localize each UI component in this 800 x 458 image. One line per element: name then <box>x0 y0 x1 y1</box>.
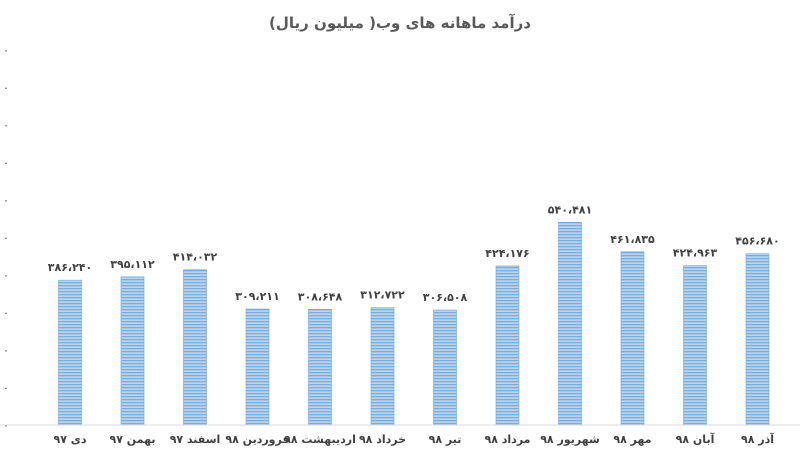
data-label: ۴۶۱،۸۳۵ <box>610 233 655 246</box>
x-tick-label: آبان ۹۸ <box>676 432 715 446</box>
bar <box>495 265 520 426</box>
x-tick-label: فروردین ۹۸ <box>225 433 289 446</box>
chart-title: درآمد ماهانه های وب( میلیون ریال) <box>269 14 531 32</box>
bar <box>245 308 270 426</box>
data-label: ۳۱۲،۷۲۲ <box>360 289 405 302</box>
x-tick-label: دی ۹۷ <box>54 433 87 446</box>
x-tick-label: مرداد ۹۸ <box>485 433 531 446</box>
data-label: ۵۴۰،۴۸۱ <box>548 203 592 216</box>
data-label: ۴۵۶،۶۸۰ <box>735 235 779 248</box>
bar <box>683 265 707 426</box>
y-tick-label: ۰ <box>3 232 9 245</box>
x-tick-label: مهر ۹۸ <box>613 433 651 446</box>
y-tick-label: ۰ <box>3 157 9 170</box>
x-tick-label: شهریور ۹۸ <box>540 433 600 446</box>
x-tick-label: اسفند ۹۷ <box>170 433 221 446</box>
data-labels: ۳۸۶،۲۴۰ ۳۹۵،۱۱۲ ۴۱۴،۰۳۲ ۳۰۹،۲۱۱ ۳۰۸،۶۴۸ ۳۱۲،۷… <box>48 203 780 304</box>
y-axis-ticks: ۰۰۰۰۰۰۰۰۰۰۰ <box>3 44 9 432</box>
y-tick-label: ۰ <box>3 307 9 320</box>
y-tick-label: ۰ <box>3 269 9 282</box>
data-label: ۳۰۸،۶۴۸ <box>298 290 343 303</box>
x-tick-label: اردیبهشت ۹۸ <box>284 433 356 446</box>
bars <box>58 222 770 426</box>
bar <box>58 279 82 426</box>
x-tick-label: خرداد ۹۸ <box>359 433 406 446</box>
x-tick-label: بهمن ۹۷ <box>110 433 156 446</box>
bar <box>120 276 145 426</box>
data-label: ۴۲۴،۹۶۳ <box>673 247 718 260</box>
data-label: ۳۹۵،۱۱۲ <box>110 258 155 271</box>
bar <box>745 253 770 426</box>
x-tick-label: آذر ۹۸ <box>741 432 774 446</box>
data-label: ۴۲۴،۱۷۶ <box>485 247 529 260</box>
y-tick-label: ۰ <box>3 44 9 57</box>
bar <box>433 309 457 426</box>
data-label: ۳۰۶،۵۰۸ <box>423 291 468 304</box>
bar <box>183 269 207 426</box>
y-tick-label: ۰ <box>3 194 9 207</box>
y-tick-label: ۰ <box>3 82 9 95</box>
bar <box>370 307 395 426</box>
y-tick-label: ۰ <box>3 119 9 132</box>
bar <box>558 222 582 426</box>
data-label: ۳۸۶،۲۴۰ <box>48 261 92 274</box>
y-tick-label: ۰ <box>3 344 9 357</box>
data-label: ۳۰۹،۲۱۱ <box>235 290 279 303</box>
bar <box>620 251 645 426</box>
x-tick-label: تیر ۹۸ <box>429 433 462 446</box>
bar <box>308 308 332 426</box>
y-tick-label: ۰ <box>3 382 9 395</box>
data-label: ۴۱۴،۰۳۲ <box>173 251 218 264</box>
